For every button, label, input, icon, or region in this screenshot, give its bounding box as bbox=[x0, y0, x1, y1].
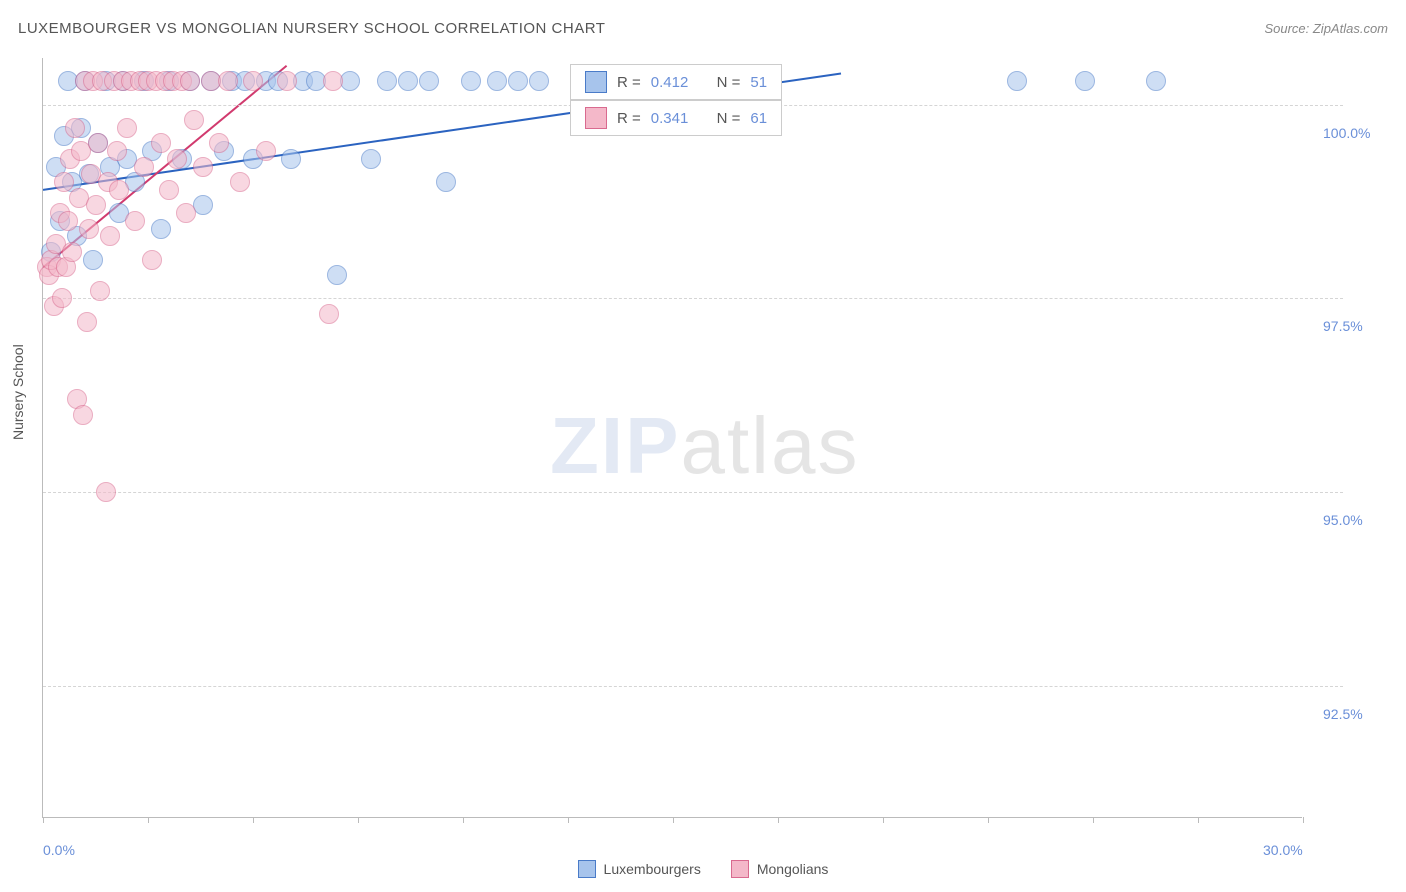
stat-n-value: 51 bbox=[750, 74, 767, 91]
source-label: Source: ZipAtlas.com bbox=[1264, 21, 1388, 36]
data-point bbox=[281, 149, 301, 169]
data-point bbox=[151, 133, 171, 153]
data-point bbox=[529, 71, 549, 91]
data-point bbox=[88, 133, 108, 153]
data-point bbox=[134, 157, 154, 177]
stat-r-label: R = bbox=[617, 110, 641, 127]
x-tick bbox=[673, 817, 674, 823]
stat-box: R = 0.341 N = 61 bbox=[570, 100, 782, 136]
data-point bbox=[184, 110, 204, 130]
x-tick-label: 0.0% bbox=[43, 842, 75, 858]
legend-label-mongolians: Mongolians bbox=[757, 861, 829, 877]
x-tick bbox=[148, 817, 149, 823]
data-point bbox=[1007, 71, 1027, 91]
data-point bbox=[218, 71, 238, 91]
x-tick bbox=[1093, 817, 1094, 823]
grid-line bbox=[43, 298, 1343, 299]
data-point bbox=[167, 149, 187, 169]
x-tick bbox=[253, 817, 254, 823]
stat-swatch bbox=[585, 71, 607, 93]
title-bar: LUXEMBOURGER VS MONGOLIAN NURSERY SCHOOL… bbox=[18, 20, 1388, 37]
x-tick bbox=[43, 817, 44, 823]
data-point bbox=[65, 118, 85, 138]
data-point bbox=[209, 133, 229, 153]
data-point bbox=[323, 71, 343, 91]
chart-title: LUXEMBOURGER VS MONGOLIAN NURSERY SCHOOL… bbox=[18, 20, 605, 37]
data-point bbox=[52, 288, 72, 308]
data-point bbox=[256, 141, 276, 161]
data-point bbox=[1075, 71, 1095, 91]
stat-r-value: 0.341 bbox=[651, 110, 689, 127]
data-point bbox=[487, 71, 507, 91]
plot-area: 92.5%95.0%97.5%100.0%0.0%30.0% bbox=[42, 58, 1302, 818]
data-point bbox=[180, 71, 200, 91]
data-point bbox=[193, 157, 213, 177]
data-point bbox=[100, 226, 120, 246]
y-axis-label: Nursery School bbox=[10, 344, 26, 440]
x-tick-label: 30.0% bbox=[1263, 842, 1303, 858]
x-tick bbox=[568, 817, 569, 823]
data-point bbox=[1146, 71, 1166, 91]
stat-box: R = 0.412 N = 51 bbox=[570, 64, 782, 100]
legend-item-luxembourgers: Luxembourgers bbox=[578, 860, 701, 878]
data-point bbox=[107, 141, 127, 161]
data-point bbox=[62, 242, 82, 262]
data-point bbox=[461, 71, 481, 91]
legend-item-mongolians: Mongolians bbox=[731, 860, 829, 878]
data-point bbox=[419, 71, 439, 91]
x-tick bbox=[358, 817, 359, 823]
stat-n-value: 61 bbox=[750, 110, 767, 127]
data-point bbox=[86, 195, 106, 215]
data-point bbox=[109, 180, 129, 200]
y-tick-label: 95.0% bbox=[1323, 512, 1363, 528]
x-tick bbox=[1303, 817, 1304, 823]
stat-n-label: N = bbox=[717, 74, 741, 91]
data-point bbox=[151, 219, 171, 239]
y-tick-label: 97.5% bbox=[1323, 318, 1363, 334]
stat-r-label: R = bbox=[617, 74, 641, 91]
data-point bbox=[398, 71, 418, 91]
data-point bbox=[77, 312, 97, 332]
data-point bbox=[377, 71, 397, 91]
x-tick bbox=[1198, 817, 1199, 823]
data-point bbox=[277, 71, 297, 91]
x-tick bbox=[463, 817, 464, 823]
stat-r-value: 0.412 bbox=[651, 74, 689, 91]
data-point bbox=[58, 211, 78, 231]
legend-label-luxembourgers: Luxembourgers bbox=[604, 861, 701, 877]
stat-n-label: N = bbox=[717, 110, 741, 127]
x-tick bbox=[988, 817, 989, 823]
y-tick-label: 92.5% bbox=[1323, 706, 1363, 722]
data-point bbox=[327, 265, 347, 285]
data-point bbox=[125, 211, 145, 231]
legend-swatch-luxembourgers bbox=[578, 860, 596, 878]
data-point bbox=[83, 250, 103, 270]
data-point bbox=[117, 118, 137, 138]
data-point bbox=[73, 405, 93, 425]
stat-swatch bbox=[585, 107, 607, 129]
data-point bbox=[159, 180, 179, 200]
data-point bbox=[508, 71, 528, 91]
data-point bbox=[319, 304, 339, 324]
grid-line bbox=[43, 492, 1343, 493]
data-point bbox=[54, 172, 74, 192]
legend-swatch-mongolians bbox=[731, 860, 749, 878]
data-point bbox=[79, 219, 99, 239]
data-point bbox=[436, 172, 456, 192]
data-point bbox=[230, 172, 250, 192]
data-point bbox=[96, 482, 116, 502]
x-tick bbox=[778, 817, 779, 823]
y-tick-label: 100.0% bbox=[1323, 125, 1370, 141]
data-point bbox=[361, 149, 381, 169]
x-tick bbox=[883, 817, 884, 823]
legend-bottom: Luxembourgers Mongolians bbox=[0, 860, 1406, 878]
grid-line bbox=[43, 686, 1343, 687]
data-point bbox=[176, 203, 196, 223]
data-point bbox=[142, 250, 162, 270]
data-point bbox=[243, 71, 263, 91]
data-point bbox=[90, 281, 110, 301]
